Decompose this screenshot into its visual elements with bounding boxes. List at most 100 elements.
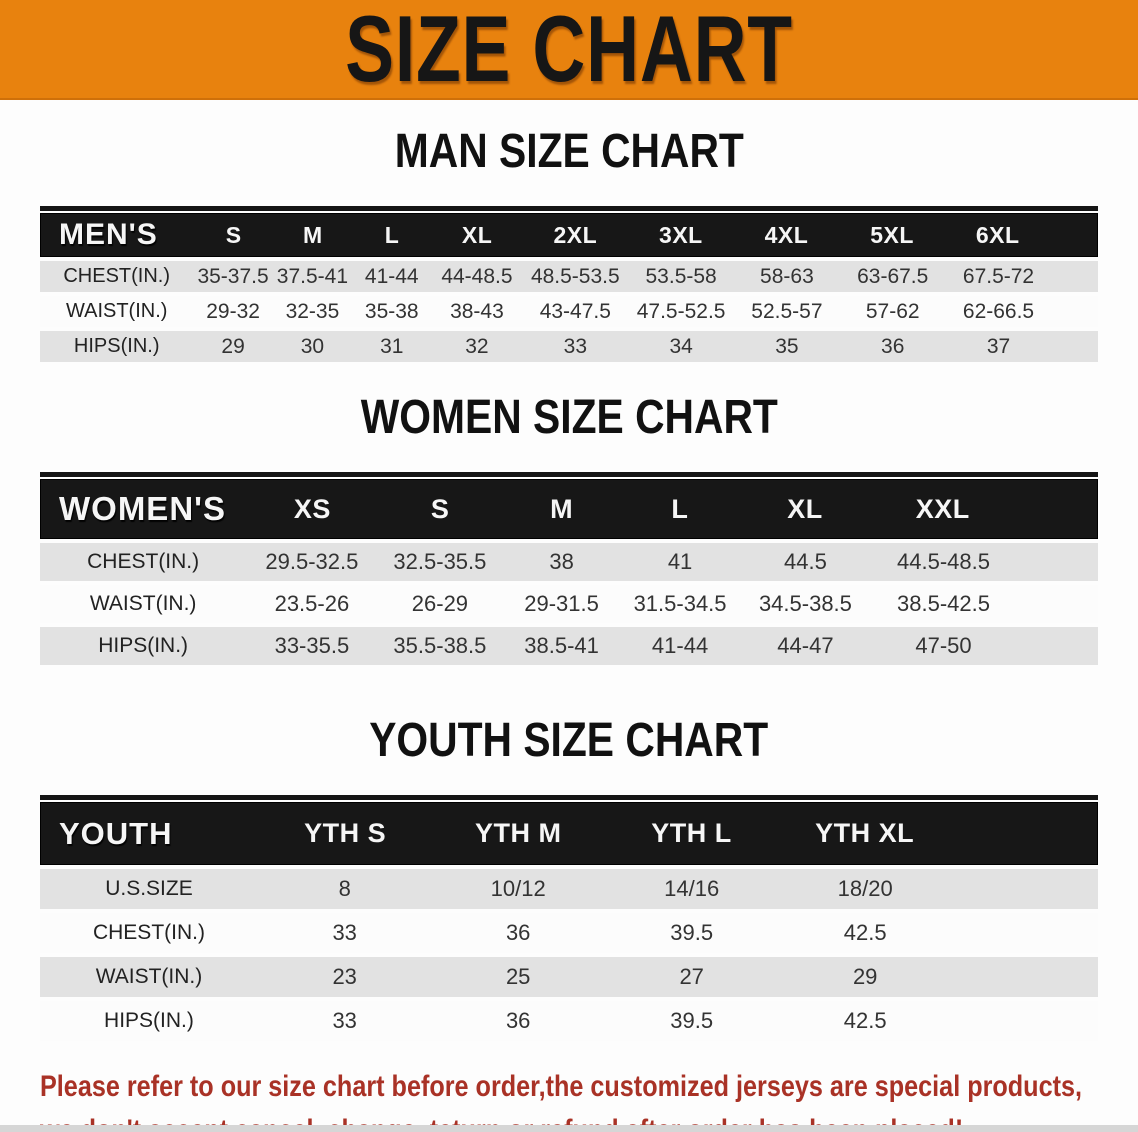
cell-value: 18/20 — [837, 876, 893, 901]
youth-heading-text: YOUTH SIZE CHART — [369, 714, 769, 767]
cell-value: 48.5-53.5 — [530, 264, 620, 288]
column-header: 5XL — [870, 221, 914, 248]
cell-value: 36 — [881, 334, 905, 358]
cell-value: 35 — [775, 334, 799, 358]
column-header: L — [384, 221, 400, 248]
table-row: CHEST(IN.) 29.5-32.5 32.5-35.5 38 41 44.5 44.5… — [40, 543, 1098, 581]
table-row: HIPS(IN.) 33 36 39.5 42.5 — [40, 1001, 1098, 1041]
cell-value: 47.5-52.5 — [636, 299, 726, 323]
youth-section-heading: YOUTH SIZE CHART — [0, 715, 1138, 775]
cell-value: 29 — [221, 334, 245, 358]
table-row: CHEST(IN.) 33 36 39.5 42.5 — [40, 913, 1098, 953]
column-header: YTH L — [651, 818, 732, 848]
banner: SIZE CHART — [0, 0, 1138, 100]
cell-value: 38 — [549, 549, 574, 574]
table-top-rule — [40, 795, 1098, 800]
cell-value: 10/12 — [490, 876, 546, 901]
cell-value: 33 — [332, 1008, 357, 1033]
table-top-rule — [40, 206, 1098, 211]
cell-value: 37 — [986, 334, 1011, 358]
footer-note: Please refer to our size chart before or… — [40, 1065, 1138, 1132]
column-header: XL — [461, 221, 493, 248]
cell-value: 36 — [505, 1008, 531, 1033]
cell-value: 53.5-58 — [645, 264, 717, 288]
footer-line-1: Please refer to our size chart before or… — [40, 1070, 1083, 1103]
cell-value: 37.5-41 — [276, 264, 349, 288]
cell-value: 23 — [332, 964, 357, 989]
column-header: XXL — [915, 493, 970, 524]
cell-value: 62-66.5 — [962, 299, 1035, 323]
cell-value: 36 — [505, 920, 531, 945]
cell-value: 32 — [465, 334, 489, 358]
cell-value: 44-48.5 — [441, 264, 513, 288]
cell-value: 63-67.5 — [857, 264, 929, 288]
column-header: YTH M — [475, 818, 562, 848]
table-row: WAIST(IN.) 23 25 27 29 — [40, 957, 1098, 997]
cell-value: 25 — [505, 964, 531, 989]
row-label: CHEST(IN.) — [87, 550, 200, 573]
row-label: HIPS(IN.) — [73, 335, 160, 357]
cell-value: 29-31.5 — [524, 591, 599, 616]
column-header: S — [430, 493, 450, 524]
column-header: M — [550, 493, 574, 524]
column-header: 2XL — [553, 221, 598, 248]
column-header: YTH XL — [815, 818, 915, 848]
cell-value: 31.5-34.5 — [633, 591, 727, 616]
youth-size-table: YOUTH YTH S YTH M YTH L YTH XL U.S.SIZE 8 10/12… — [40, 795, 1098, 1041]
cell-value: 35-37.5 — [197, 264, 269, 288]
womens-size-table: WOMEN'S XS S M L XL XXL CHEST(IN.) 29.5-32.5 32.5… — [40, 472, 1098, 665]
cell-value: 31 — [380, 334, 404, 358]
table-row: HIPS(IN.) 29 30 31 32 33 34 35 36 37 — [40, 331, 1098, 362]
column-header: S — [225, 221, 242, 248]
cell-value: 42.5 — [843, 920, 887, 945]
cell-value: 44-47 — [777, 633, 834, 658]
cell-value: 44.5 — [784, 549, 827, 574]
table-header-row: WOMEN'S XS S M L XL XXL — [40, 479, 1098, 539]
cell-value: 8 — [338, 876, 351, 901]
table-title: YOUTH — [59, 815, 173, 851]
column-header: YTH S — [304, 818, 387, 848]
table-header-row: MEN'S S M L XL 2XL 3XL 4XL 5XL 6XL — [40, 213, 1098, 257]
cell-value: 39.5 — [670, 1008, 714, 1033]
cell-value: 33-35.5 — [274, 633, 350, 658]
table-row: CHEST(IN.) 35-37.5 37.5-41 41-44 44-48.5 48.5… — [40, 261, 1098, 292]
bottom-divider — [0, 1125, 1138, 1132]
row-label: WAIST(IN.) — [89, 592, 197, 615]
cell-value: 41-44 — [651, 633, 709, 658]
womens-heading-text: WOMEN SIZE CHART — [360, 391, 778, 444]
cell-value: 42.5 — [843, 1008, 887, 1033]
cell-value: 38.5-42.5 — [897, 591, 990, 616]
cell-value: 41 — [667, 549, 693, 574]
column-header: XL — [787, 493, 823, 524]
womens-section-heading: WOMEN SIZE CHART — [0, 392, 1138, 452]
cell-value: 35.5-38.5 — [393, 633, 487, 658]
table-header-row: YOUTH YTH S YTH M YTH L YTH XL — [40, 802, 1098, 865]
row-label: CHEST(IN.) — [63, 265, 171, 287]
cell-value: 35-38 — [364, 299, 419, 323]
cell-value: 33 — [332, 920, 357, 945]
cell-value: 41-44 — [364, 264, 419, 288]
cell-value: 39.5 — [670, 920, 714, 945]
cell-value: 34 — [669, 334, 693, 358]
mens-section: MAN SIZE CHART MEN'S S M L XL 2XL 3XL 4XL 5XL 6XL… — [0, 126, 1138, 362]
mens-section-heading: MAN SIZE CHART — [0, 126, 1138, 186]
cell-value: 33 — [563, 334, 587, 358]
cell-value: 27 — [679, 964, 704, 989]
cell-value: 14/16 — [664, 876, 720, 901]
cell-value: 47-50 — [915, 633, 972, 658]
column-header: 4XL — [764, 221, 809, 248]
cell-value: 43-47.5 — [539, 299, 611, 323]
cell-value: 67.5-72 — [962, 264, 1035, 288]
banner-title: SIZE CHART — [345, 0, 793, 101]
cell-value: 32-35 — [285, 299, 340, 323]
row-label: CHEST(IN.) — [92, 921, 205, 944]
table-row: WAIST(IN.) 29-32 32-35 35-38 38-43 43-47.5 47.… — [40, 296, 1098, 327]
row-label: U.S.SIZE — [105, 877, 193, 900]
mens-size-table: MEN'S S M L XL 2XL 3XL 4XL 5XL 6XL CHEST(IN.) 35-37… — [40, 206, 1098, 362]
cell-value: 38.5-41 — [524, 633, 599, 658]
table-title: MEN'S — [59, 218, 158, 251]
cell-value: 30 — [300, 334, 325, 358]
row-label: HIPS(IN.) — [104, 1009, 194, 1032]
cell-value: 29 — [852, 964, 878, 989]
